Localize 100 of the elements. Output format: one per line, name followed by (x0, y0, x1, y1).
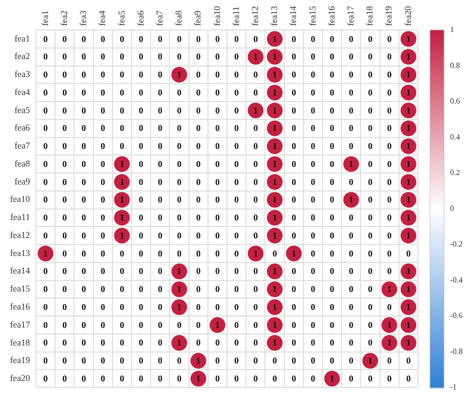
data-label: 0 (120, 34, 125, 44)
data-label: 0 (120, 123, 125, 134)
data-label: 0 (158, 212, 163, 223)
data-label: 0 (176, 356, 182, 366)
data-label: 0 (215, 194, 220, 205)
data-label: 1 (272, 123, 278, 134)
data-label: 0 (234, 373, 240, 384)
y-tick-label: fea7 (14, 140, 30, 151)
data-label: 0 (62, 230, 68, 240)
data-label: 0 (196, 194, 202, 205)
data-label: 0 (158, 34, 163, 44)
data-label: 0 (81, 230, 86, 240)
data-label: 0 (215, 373, 220, 384)
data-label: 0 (234, 320, 240, 330)
data-label: 0 (368, 34, 373, 44)
data-label: 0 (158, 284, 163, 294)
data-label: 1 (348, 194, 354, 205)
data-label: 0 (310, 356, 316, 366)
data-label: 0 (81, 158, 86, 169)
data-label: 0 (120, 320, 125, 330)
data-label: 0 (330, 194, 335, 205)
y-tick-label: fea18 (10, 337, 30, 348)
data-label: 0 (253, 141, 258, 152)
data-label: 0 (368, 123, 373, 134)
data-label: 0 (234, 176, 240, 187)
data-label: 0 (330, 70, 335, 80)
data-label: 0 (176, 194, 182, 205)
data-label: 1 (406, 266, 412, 276)
data-label: 0 (406, 373, 412, 384)
data-label: 1 (406, 123, 412, 134)
data-label: 0 (158, 52, 163, 62)
data-label: 0 (292, 284, 297, 294)
data-label: 0 (138, 356, 144, 366)
data-label: 0 (176, 105, 182, 116)
data-label: 0 (253, 266, 258, 276)
data-label: 0 (310, 194, 316, 205)
data-label: 0 (81, 212, 86, 223)
data-label: 1 (272, 302, 278, 312)
data-label: 0 (100, 141, 106, 152)
data-label: 0 (234, 70, 240, 80)
data-label: 0 (310, 248, 316, 258)
x-tick-label: fea4 (97, 10, 108, 26)
data-label: 0 (387, 266, 392, 276)
data-label: 0 (234, 87, 240, 98)
data-label: 0 (310, 141, 316, 152)
data-label: 0 (81, 284, 86, 294)
y-tick-label: fea2 (14, 51, 30, 62)
data-label: 0 (176, 52, 182, 62)
x-tick-label: fea17 (346, 6, 356, 26)
data-label: 0 (310, 266, 316, 276)
data-label: 0 (62, 141, 68, 152)
data-label: 1 (406, 302, 412, 312)
data-label: 0 (81, 87, 86, 98)
data-label: 1 (176, 266, 182, 276)
data-label: 0 (368, 105, 373, 116)
data-label: 0 (43, 194, 48, 205)
data-label: 0 (158, 248, 163, 258)
data-label: 1 (120, 212, 125, 223)
data-label: 0 (253, 338, 258, 348)
data-label: 0 (330, 284, 335, 294)
data-label: 0 (196, 105, 202, 116)
data-label: 0 (138, 248, 144, 258)
y-tick-label: fea19 (10, 355, 30, 366)
data-label: 0 (348, 123, 354, 134)
data-label: 0 (215, 105, 220, 116)
data-label: 0 (138, 230, 144, 240)
data-label: 0 (43, 87, 48, 98)
data-label: 0 (348, 105, 354, 116)
data-label: 1 (387, 284, 392, 294)
data-label: 0 (100, 356, 106, 366)
data-label: 0 (176, 320, 182, 330)
data-label: 1 (176, 302, 182, 312)
data-label: 0 (348, 373, 354, 384)
data-label: 0 (215, 34, 220, 44)
data-label: 0 (138, 194, 144, 205)
data-label: 0 (100, 70, 106, 80)
data-label: 0 (253, 176, 258, 187)
data-label: 0 (292, 194, 297, 205)
x-tick-label: fea13 (269, 6, 280, 26)
data-label: 0 (158, 105, 163, 116)
color-bar-label: -1 (450, 382, 457, 392)
data-label: 0 (176, 123, 182, 134)
data-label: 0 (100, 266, 106, 276)
data-label: 0 (330, 230, 335, 240)
data-label: 0 (406, 248, 412, 258)
data-label: 0 (234, 194, 240, 205)
data-label: 1 (272, 52, 278, 62)
y-tick-label: fea11 (10, 212, 30, 222)
data-label: 0 (215, 158, 220, 169)
y-tick-label: fea4 (14, 86, 30, 97)
data-label: 0 (196, 176, 202, 187)
data-label: 0 (330, 338, 335, 348)
x-tick-label: fea9 (192, 10, 203, 26)
data-label: 0 (158, 123, 163, 134)
data-label: 0 (43, 302, 48, 312)
data-label: 1 (406, 52, 412, 62)
data-label: 0 (253, 194, 258, 205)
data-label: 0 (348, 266, 354, 276)
y-tick-label: fea17 (10, 319, 30, 330)
data-label: 0 (234, 123, 240, 134)
